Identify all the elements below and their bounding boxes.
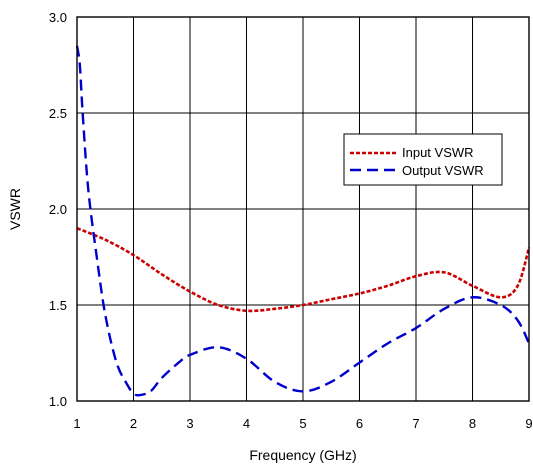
x-axis-title: Frequency (GHz) <box>249 447 356 463</box>
y-tick-label: 1.0 <box>49 394 67 409</box>
y-tick-label: 2.0 <box>49 202 67 217</box>
x-tick-label: 8 <box>469 416 476 431</box>
y-tick-label: 2.5 <box>49 106 67 121</box>
x-tick-label: 7 <box>412 416 419 431</box>
series-line-input-vswr <box>76 226 531 313</box>
tick-layer: 1 2 3 4 5 6 7 8 9 1.0 1.5 2.0 2.5 3.0 <box>49 10 533 431</box>
grid-layer <box>77 17 529 401</box>
legend-label-output-vswr: Output VSWR <box>402 163 484 178</box>
x-tick-label: 2 <box>130 416 137 431</box>
legend-box <box>343 133 503 186</box>
x-tick-label: 6 <box>356 416 363 431</box>
series-layer <box>75 45 531 397</box>
x-tick-label: 5 <box>299 416 306 431</box>
plot-frame <box>76 16 530 402</box>
y-tick-label: 1.5 <box>49 298 67 313</box>
x-tick-label: 9 <box>525 416 532 431</box>
legend-label-input-vswr: Input VSWR <box>402 145 474 160</box>
legend: Input VSWR Output VSWR <box>343 133 503 186</box>
x-tick-label: 1 <box>73 416 80 431</box>
x-tick-label: 4 <box>243 416 250 431</box>
series-line-output-vswr <box>75 45 531 397</box>
y-tick-label: 3.0 <box>49 10 67 25</box>
x-tick-label: 3 <box>186 416 193 431</box>
y-axis-title: VSWR <box>7 188 23 230</box>
